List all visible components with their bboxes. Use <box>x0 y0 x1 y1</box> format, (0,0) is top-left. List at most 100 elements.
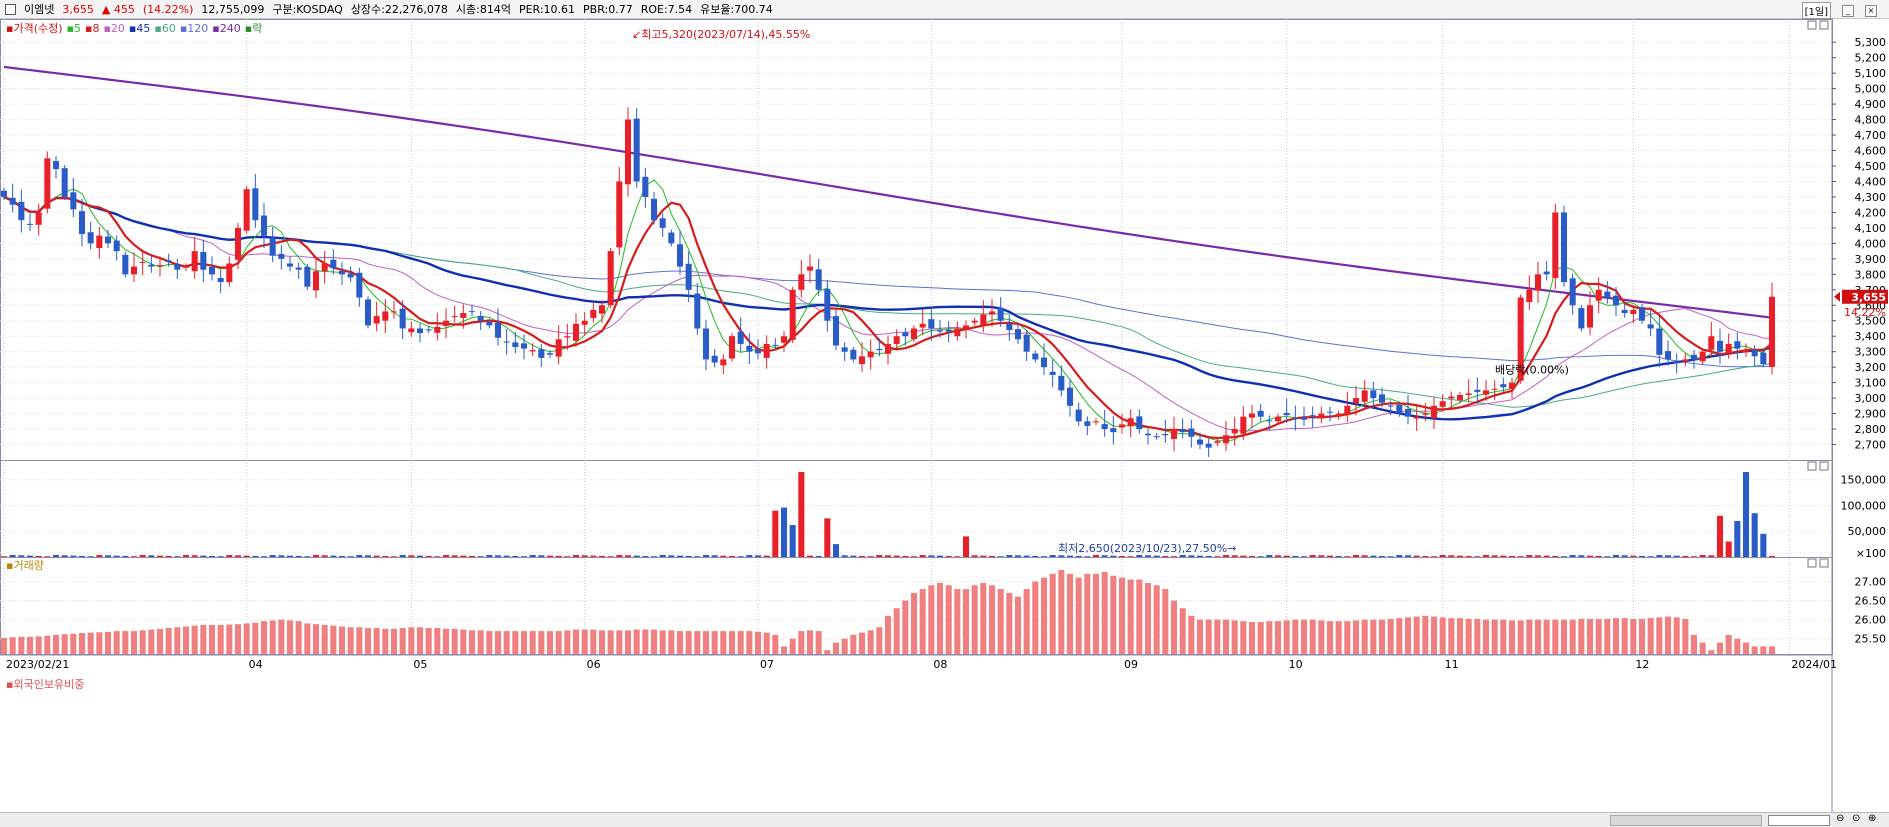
volume-bar <box>876 554 883 557</box>
per-value: PER:10.61 <box>518 2 576 16</box>
foreign-bar <box>1474 618 1481 654</box>
zoom-reset-icon[interactable]: ⊙ <box>1852 813 1861 824</box>
candle-body <box>1032 353 1039 360</box>
foreign-bar <box>156 628 164 654</box>
foreign-bar <box>832 642 840 654</box>
volume-bar <box>1699 554 1706 557</box>
candle-body <box>1500 384 1507 388</box>
volume-bar <box>0 556 8 557</box>
candle-body <box>910 328 918 339</box>
candle-body <box>35 212 42 225</box>
foreign-bar <box>1222 619 1230 654</box>
candle-body <box>1413 416 1420 419</box>
candle-body <box>1682 359 1689 362</box>
volume-bar <box>61 555 68 557</box>
zoom-slider[interactable] <box>1768 815 1830 826</box>
foreign-bar <box>702 631 710 654</box>
volume-bar <box>806 555 814 557</box>
select-checkbox[interactable] <box>5 3 16 15</box>
volume-bar <box>850 555 857 557</box>
candle-body <box>1066 387 1074 406</box>
foreign-bar <box>884 615 892 654</box>
candle-body <box>1768 296 1776 367</box>
candle-body <box>78 211 86 235</box>
volume-bar <box>1742 472 1750 557</box>
scroll-thumb[interactable] <box>1610 815 1762 826</box>
foreign-bar <box>1456 618 1464 654</box>
candle-body <box>1326 411 1334 413</box>
volume-bar <box>1344 556 1351 557</box>
foreign-bar <box>408 627 415 654</box>
foreign-bar <box>1049 573 1056 654</box>
candle-body <box>1014 329 1022 340</box>
candle-body <box>1456 395 1464 401</box>
x-tick-label: 08 <box>933 658 947 671</box>
foreign-bar <box>1508 620 1516 654</box>
candle-body <box>1612 295 1620 306</box>
candle-body <box>1543 271 1550 275</box>
volume-bar <box>780 507 788 557</box>
candle-body <box>1240 416 1247 434</box>
foreign-bar <box>486 631 493 654</box>
foreign-bar <box>477 630 484 654</box>
volume-bar <box>338 555 346 557</box>
volume-bar <box>460 555 467 557</box>
legend-item-7: ▪240 <box>212 22 241 35</box>
foreign-bar <box>130 631 138 654</box>
foreign-bar <box>936 582 944 654</box>
vol-tick-label: 100,000 <box>1841 499 1887 512</box>
foreign-bar <box>754 631 762 654</box>
foreign-bar <box>1534 619 1542 654</box>
foreign-tick-label: 26.50 <box>1855 595 1887 608</box>
foreign-bar <box>971 585 978 654</box>
volume-bar <box>390 556 398 557</box>
zoom-in-icon[interactable]: ⊕ <box>1868 813 1877 824</box>
volume-bar <box>581 555 588 557</box>
candle-body <box>624 119 632 185</box>
volume-bar <box>1179 554 1186 557</box>
volume-bar <box>702 554 710 557</box>
volume-bar <box>1266 554 1273 557</box>
candle-body <box>832 316 840 346</box>
price-change: ▲ 455 <box>101 2 135 16</box>
foreign-bar <box>1578 618 1585 654</box>
minimize-icon[interactable]: _ <box>1842 4 1854 17</box>
volume-bar <box>226 554 233 557</box>
x-tick-label: 2023/02/21 <box>6 658 69 671</box>
ma240-line <box>3 65 1773 319</box>
horizontal-scrollbar[interactable]: ⊖ ⊙ ⊕ <box>0 812 1889 827</box>
foreign-bar <box>789 638 796 654</box>
volume-bar <box>1673 555 1680 557</box>
volume-bar <box>165 555 172 557</box>
volume-bar <box>78 555 86 557</box>
zoom-out-icon[interactable]: ⊖ <box>1836 813 1845 824</box>
price-tag-pct: 14.22% <box>1844 306 1886 319</box>
volume-bar <box>1708 555 1715 557</box>
foreign-bar <box>538 631 545 654</box>
y-tick-label: 3,400 <box>1855 330 1887 343</box>
foreign-bar <box>1664 616 1672 654</box>
x-tick-label: 04 <box>249 658 263 671</box>
candle-body <box>971 320 978 323</box>
volume-bar <box>1716 515 1724 557</box>
volume-bar <box>286 555 294 557</box>
volume-bar <box>217 556 224 557</box>
candle-body <box>18 201 25 221</box>
period-selector[interactable]: [1일] <box>1801 2 1831 19</box>
candle-body <box>1127 418 1134 427</box>
foreign-bar <box>607 630 614 654</box>
close-icon[interactable]: × <box>1865 4 1877 17</box>
volume-bar <box>659 554 666 557</box>
candle-body <box>590 309 597 318</box>
foreign-bar <box>1032 581 1039 654</box>
volume-bar <box>1630 555 1637 557</box>
candle-body <box>1396 404 1403 414</box>
foreign-bar <box>1448 618 1455 654</box>
candle-body <box>789 289 796 340</box>
candle-body <box>226 263 233 283</box>
x-tick-label: 05 <box>413 658 427 671</box>
foreign-bar <box>1396 618 1403 654</box>
volume-bar <box>1300 556 1308 557</box>
foreign-bar <box>1595 618 1602 654</box>
panel-frame-1 <box>0 460 1833 558</box>
